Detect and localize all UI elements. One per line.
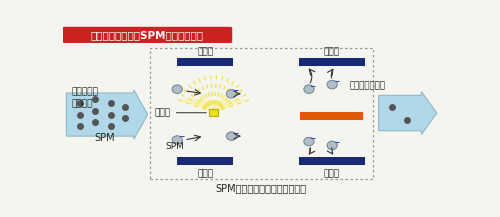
FancyBboxPatch shape: [62, 27, 232, 43]
Text: 電極板: 電極板: [197, 47, 213, 56]
Ellipse shape: [172, 85, 182, 93]
Text: 電極板: 電極板: [324, 47, 340, 56]
Text: −: −: [333, 77, 339, 86]
Bar: [177, 58, 233, 66]
FancyArrow shape: [378, 92, 437, 135]
Ellipse shape: [304, 137, 314, 146]
Text: 浮遊粒子状物質（SPM）の除去原理: 浮遊粒子状物質（SPM）の除去原理: [90, 30, 204, 40]
Bar: [300, 112, 363, 120]
Ellipse shape: [304, 85, 314, 93]
Text: 電極板: 電極板: [324, 169, 340, 178]
Ellipse shape: [226, 90, 236, 98]
Polygon shape: [177, 100, 250, 113]
Ellipse shape: [172, 136, 182, 144]
Text: −: −: [310, 134, 316, 143]
Text: −: −: [333, 138, 339, 147]
Text: −: −: [178, 132, 184, 141]
Text: SPM除去装置（電気集じん機）: SPM除去装置（電気集じん機）: [216, 183, 307, 193]
Text: −: −: [310, 82, 316, 91]
Bar: [177, 157, 233, 165]
Text: 静電気力で付着: 静電気力で付着: [349, 82, 385, 91]
Ellipse shape: [327, 141, 338, 150]
Ellipse shape: [327, 80, 338, 89]
Bar: [299, 58, 365, 66]
Text: SPM: SPM: [95, 133, 116, 143]
Bar: [209, 109, 218, 116]
Text: 放電板: 放電板: [155, 108, 206, 117]
FancyArrow shape: [66, 90, 148, 139]
Text: −: −: [232, 129, 238, 138]
Text: −: −: [232, 86, 238, 95]
Text: 電極板: 電極板: [197, 169, 213, 178]
Bar: [299, 157, 365, 165]
Bar: [150, 48, 372, 179]
Text: SPM: SPM: [166, 142, 184, 151]
Text: トンネル内
換気ガス: トンネル内 換気ガス: [72, 88, 99, 108]
Ellipse shape: [226, 132, 236, 140]
